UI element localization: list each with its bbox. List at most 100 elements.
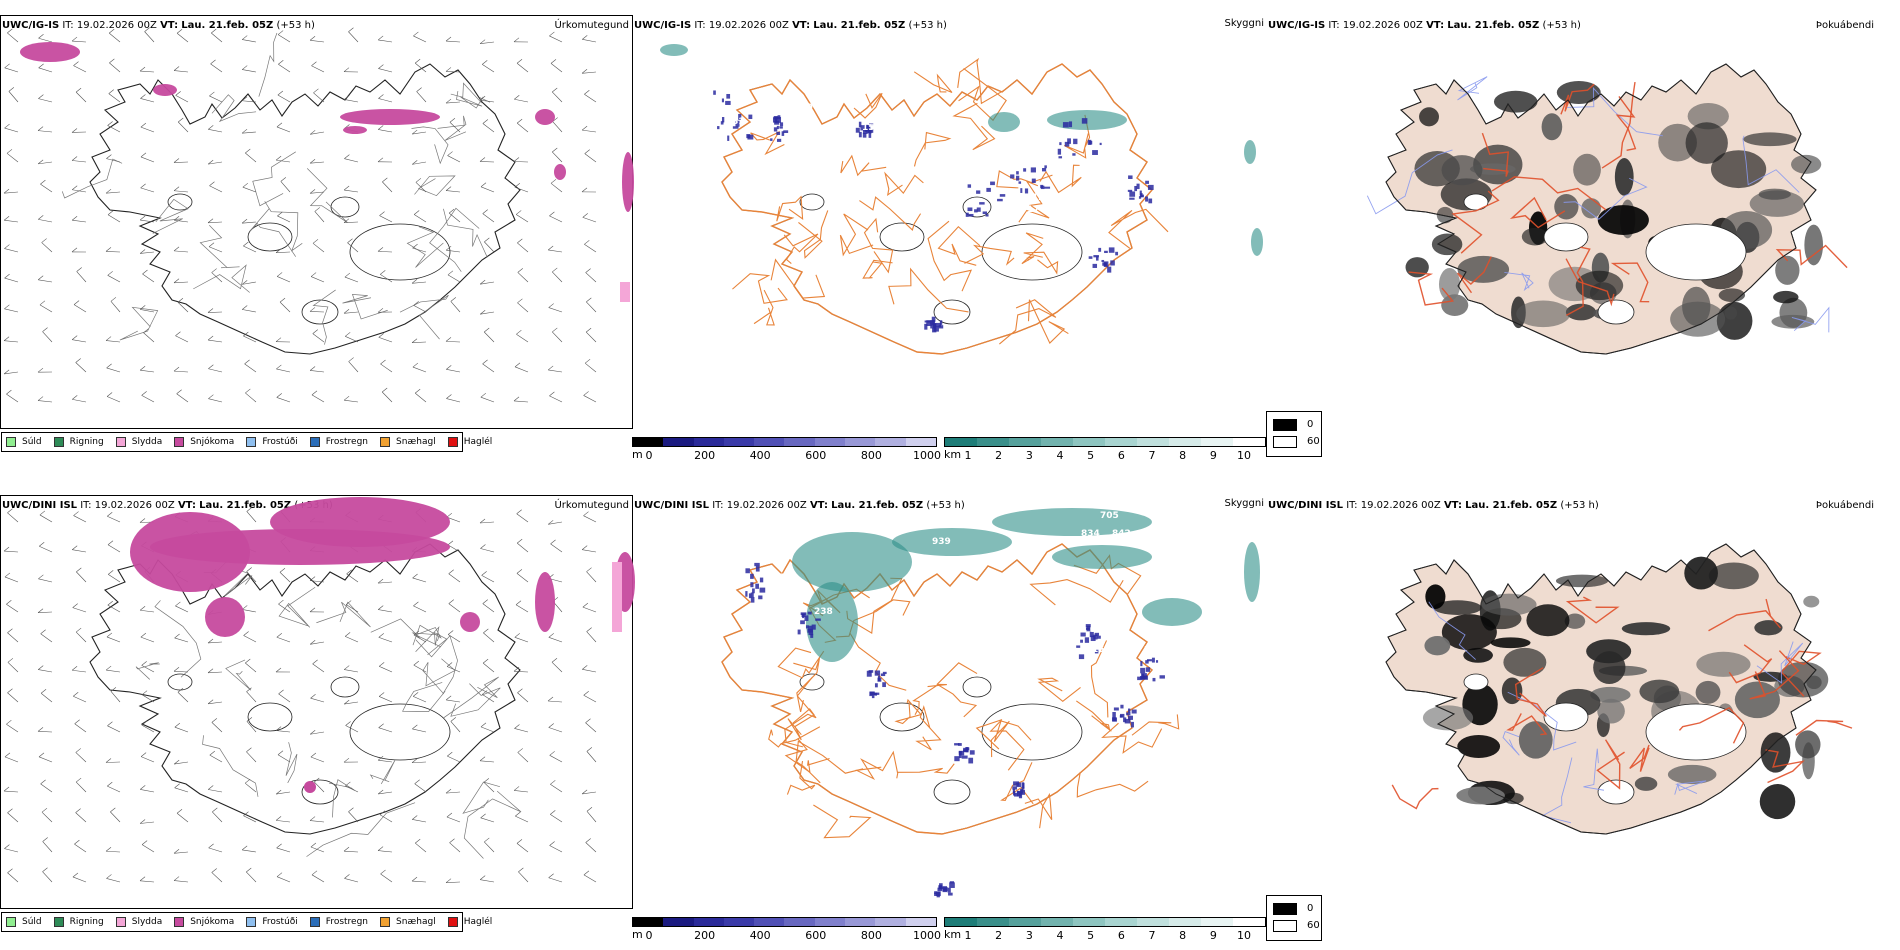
legend-swatch — [6, 917, 16, 927]
legend-item: Súld — [6, 917, 42, 927]
legend-swatch — [447, 917, 458, 927]
model-name: UWC/IG-IS — [2, 20, 60, 31]
visibility-colorbar: km 1 2 3 4 5 6 7 8 9 10 — [944, 437, 1266, 462]
colorbar-cell — [723, 918, 755, 926]
colorbar-cell — [875, 438, 906, 446]
legend-item: Slydda — [115, 437, 162, 447]
tick-label: 1000 — [913, 449, 941, 462]
colorbar-cell — [663, 918, 694, 926]
colorbar-cell — [945, 438, 977, 446]
colorbar-cells — [944, 917, 1266, 927]
swatch-white — [1273, 919, 1297, 932]
legend-swatch — [174, 437, 185, 447]
legend-item: Snæhagl — [380, 917, 436, 927]
field-title: Þokuábendi — [1815, 500, 1874, 511]
tick-label: 8 — [1179, 929, 1187, 942]
init-time: 19.02.2026 00Z — [1360, 500, 1441, 511]
precip-legend: Súld Rigning Slydda Snjókoma Frostúði Frostre… — [1, 432, 492, 452]
iceland-map — [3, 27, 634, 403]
valid-time: Lau. 21.feb. 05Z — [181, 20, 274, 31]
fog-legend: 0 60 — [1266, 895, 1322, 941]
ceiling-label: 120 — [794, 103, 813, 113]
colorbar-cell — [1233, 438, 1265, 446]
tick-label: 5 — [1087, 449, 1095, 462]
tick-label: 7 — [1148, 929, 1156, 942]
fog-map-top — [1366, 63, 1848, 355]
ceiling-label: 104 — [1025, 113, 1044, 123]
colorbar-cell — [1041, 438, 1073, 446]
ceiling-label: 96 — [1120, 155, 1133, 165]
ceiling-label: 58 — [1090, 625, 1103, 635]
panel-title: UWC/IG-IS IT: 19.02.2026 00Z VT: Lau. 21… — [1268, 20, 1581, 31]
visibility-panel-top: UWC/IG-IS IT: 19.02.2026 00Z VT: Lau. 21… — [632, 12, 1268, 464]
precip-map-top — [3, 27, 634, 403]
valid-time: Lau. 21.feb. 05Z — [1465, 500, 1558, 511]
init-time: 19.02.2026 00Z — [708, 20, 789, 31]
colorbar-cell — [1105, 918, 1137, 926]
legend-item: Snæhagl — [380, 437, 436, 447]
model-name: UWC/DINI ISL — [1268, 500, 1344, 511]
colorbar-cell — [1201, 918, 1233, 926]
legend-item: Rigning — [53, 437, 104, 447]
colorbar-cell — [693, 918, 724, 926]
colorbar-cell — [663, 438, 694, 446]
field-title: Skyggni — [1224, 498, 1264, 509]
panel-title: UWC/DINI ISL IT: 19.02.2026 00Z VT: Lau.… — [634, 500, 965, 511]
colorbar-cell — [1009, 438, 1041, 446]
tick-label: 9 — [1209, 449, 1217, 462]
tick-label: 200 — [694, 929, 716, 942]
legend-swatch — [53, 917, 64, 927]
init-time: 19.02.2026 00Z — [726, 500, 807, 511]
lead-time: (+53 h) — [1542, 20, 1581, 31]
panel-title: UWC/DINI ISL IT: 19.02.2026 00Z VT: Lau.… — [1268, 500, 1599, 511]
map-frame — [0, 15, 633, 429]
precip-panel-top: UWC/IG-IS IT: 19.02.2026 00Z VT: Lau. 21… — [0, 12, 635, 464]
colorbar-cell — [814, 918, 846, 926]
ceiling-label: 101 — [944, 383, 963, 393]
ceiling-label: 15 — [1092, 645, 1105, 655]
tick-label: 800 — [860, 929, 882, 942]
init-time: 19.02.2026 00Z — [76, 20, 157, 31]
tick-label: 2 — [995, 929, 1003, 942]
tick-label: 0 — [645, 929, 653, 942]
unit-label: m — [632, 448, 643, 461]
precip-map-bottom — [3, 497, 635, 883]
tick-label: 400 — [749, 449, 771, 462]
model-name: UWC/DINI ISL — [634, 500, 710, 511]
legend-item: Frostúði — [246, 917, 298, 927]
legend-swatch — [309, 437, 320, 447]
lead-time: (+53 h) — [1560, 500, 1599, 511]
colorbar-cell — [754, 918, 785, 926]
colorbar-cell — [693, 438, 724, 446]
ceiling-label: 238 — [814, 607, 833, 617]
swatch-white — [1273, 435, 1297, 448]
tick-label: 400 — [749, 929, 771, 942]
init-time: 19.02.2026 00Z — [94, 500, 175, 511]
ceiling-label: 12 — [850, 655, 863, 665]
tick-label: 10 — [1237, 929, 1251, 942]
legend-swatch — [115, 917, 126, 927]
legend-item: Snjókoma — [174, 917, 234, 927]
fog-legend: 0 60 — [1266, 411, 1322, 457]
colorbar-cell — [905, 918, 936, 926]
colorbar-cell — [814, 438, 846, 446]
legend-swatch — [309, 917, 320, 927]
colorbar-cell — [1233, 918, 1265, 926]
ceiling-label: 90 — [1122, 127, 1135, 137]
visibility-map-top: 120 81 10 15 104 90 96 12 17 150 101 — [660, 44, 1263, 393]
tick-label: 7 — [1148, 449, 1156, 462]
precip-panel-bottom: UWC/DINI ISL IT: 19.02.2026 00Z VT: Lau.… — [0, 492, 635, 950]
tick-label: 800 — [860, 449, 882, 462]
legend-swatch — [115, 437, 126, 447]
legend-swatch — [174, 917, 185, 927]
colorbar-cell — [977, 918, 1009, 926]
tick-label: 4 — [1056, 449, 1064, 462]
map-frame — [0, 495, 633, 909]
legend-swatch — [246, 437, 257, 447]
precip-legend: Súld Rigning Slydda Snjókoma Frostúði Frostre… — [1, 912, 492, 932]
colorbar-cell — [723, 438, 755, 446]
tick-label: 9 — [1209, 929, 1217, 942]
ceiling-colorbar: m 0 200 400 600 800 1000 — [632, 437, 941, 462]
ceiling-label: 842 — [1112, 529, 1131, 539]
fog-panel-top: UWC/IG-IS IT: 19.02.2026 00Z VT: Lau. 21… — [1266, 12, 1900, 464]
